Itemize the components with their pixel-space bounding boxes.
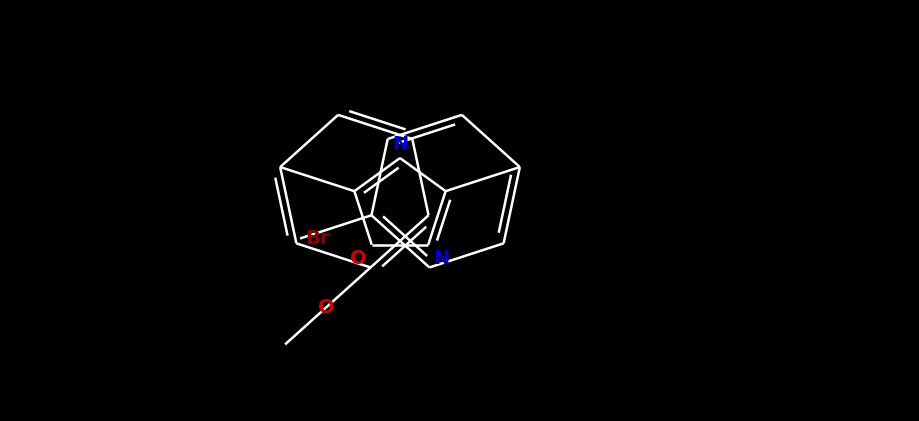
- Text: N: N: [391, 135, 408, 154]
- Text: N: N: [433, 249, 449, 268]
- Text: O: O: [350, 249, 367, 268]
- Text: Br: Br: [305, 229, 330, 248]
- Text: O: O: [318, 298, 335, 317]
